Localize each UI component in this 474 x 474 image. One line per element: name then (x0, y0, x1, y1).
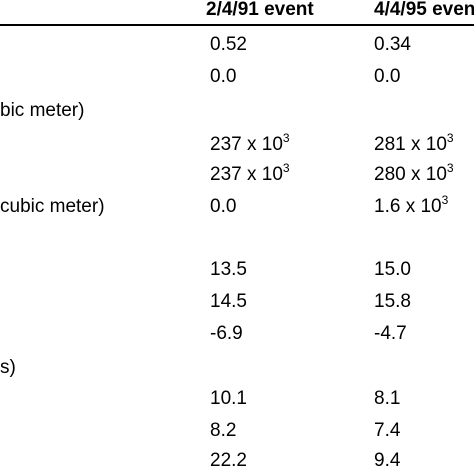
cell-r5-c1: 0.0 (210, 196, 237, 217)
column-header-2-4-91: 2/4/91 event (206, 0, 314, 20)
row-label: cubic meter) (0, 196, 105, 217)
cell-r0-c1: 0.52 (210, 34, 247, 55)
cell-r10-c2: 8.1 (374, 388, 401, 409)
cell-r8-c2: -4.7 (374, 323, 407, 344)
cell-r3-c1: 237 x 103 (210, 131, 290, 155)
cell-r0-c2: 0.34 (374, 34, 411, 55)
cell-r10-c1: 10.1 (210, 388, 247, 409)
cell-r12-c2: 9.4 (374, 450, 401, 471)
cell-r7-c2: 15.8 (374, 291, 411, 312)
cell-r7-c1: 14.5 (210, 291, 247, 312)
cell-r8-c1: -6.9 (210, 323, 243, 344)
cell-r6-c1: 13.5 (210, 259, 247, 280)
cell-r4-c2: 280 x 103 (374, 161, 454, 185)
row-label: bic meter) (0, 100, 85, 121)
cell-r5-c2: 1.6 x 103 (374, 193, 449, 217)
header-rule (0, 24, 474, 26)
cell-r12-c1: 22.2 (210, 450, 247, 471)
cell-r3-c2: 281 x 103 (374, 131, 454, 155)
column-header-4-4-95: 4/4/95 event (374, 0, 474, 20)
cell-r11-c1: 8.2 (210, 420, 237, 441)
cell-r11-c2: 7.4 (374, 420, 401, 441)
row-label: s) (0, 357, 16, 378)
cell-r4-c1: 237 x 103 (210, 161, 290, 185)
cell-r6-c2: 15.0 (374, 259, 411, 280)
cell-r1-c1: 0.0 (210, 66, 237, 87)
cell-r1-c2: 0.0 (374, 66, 401, 87)
